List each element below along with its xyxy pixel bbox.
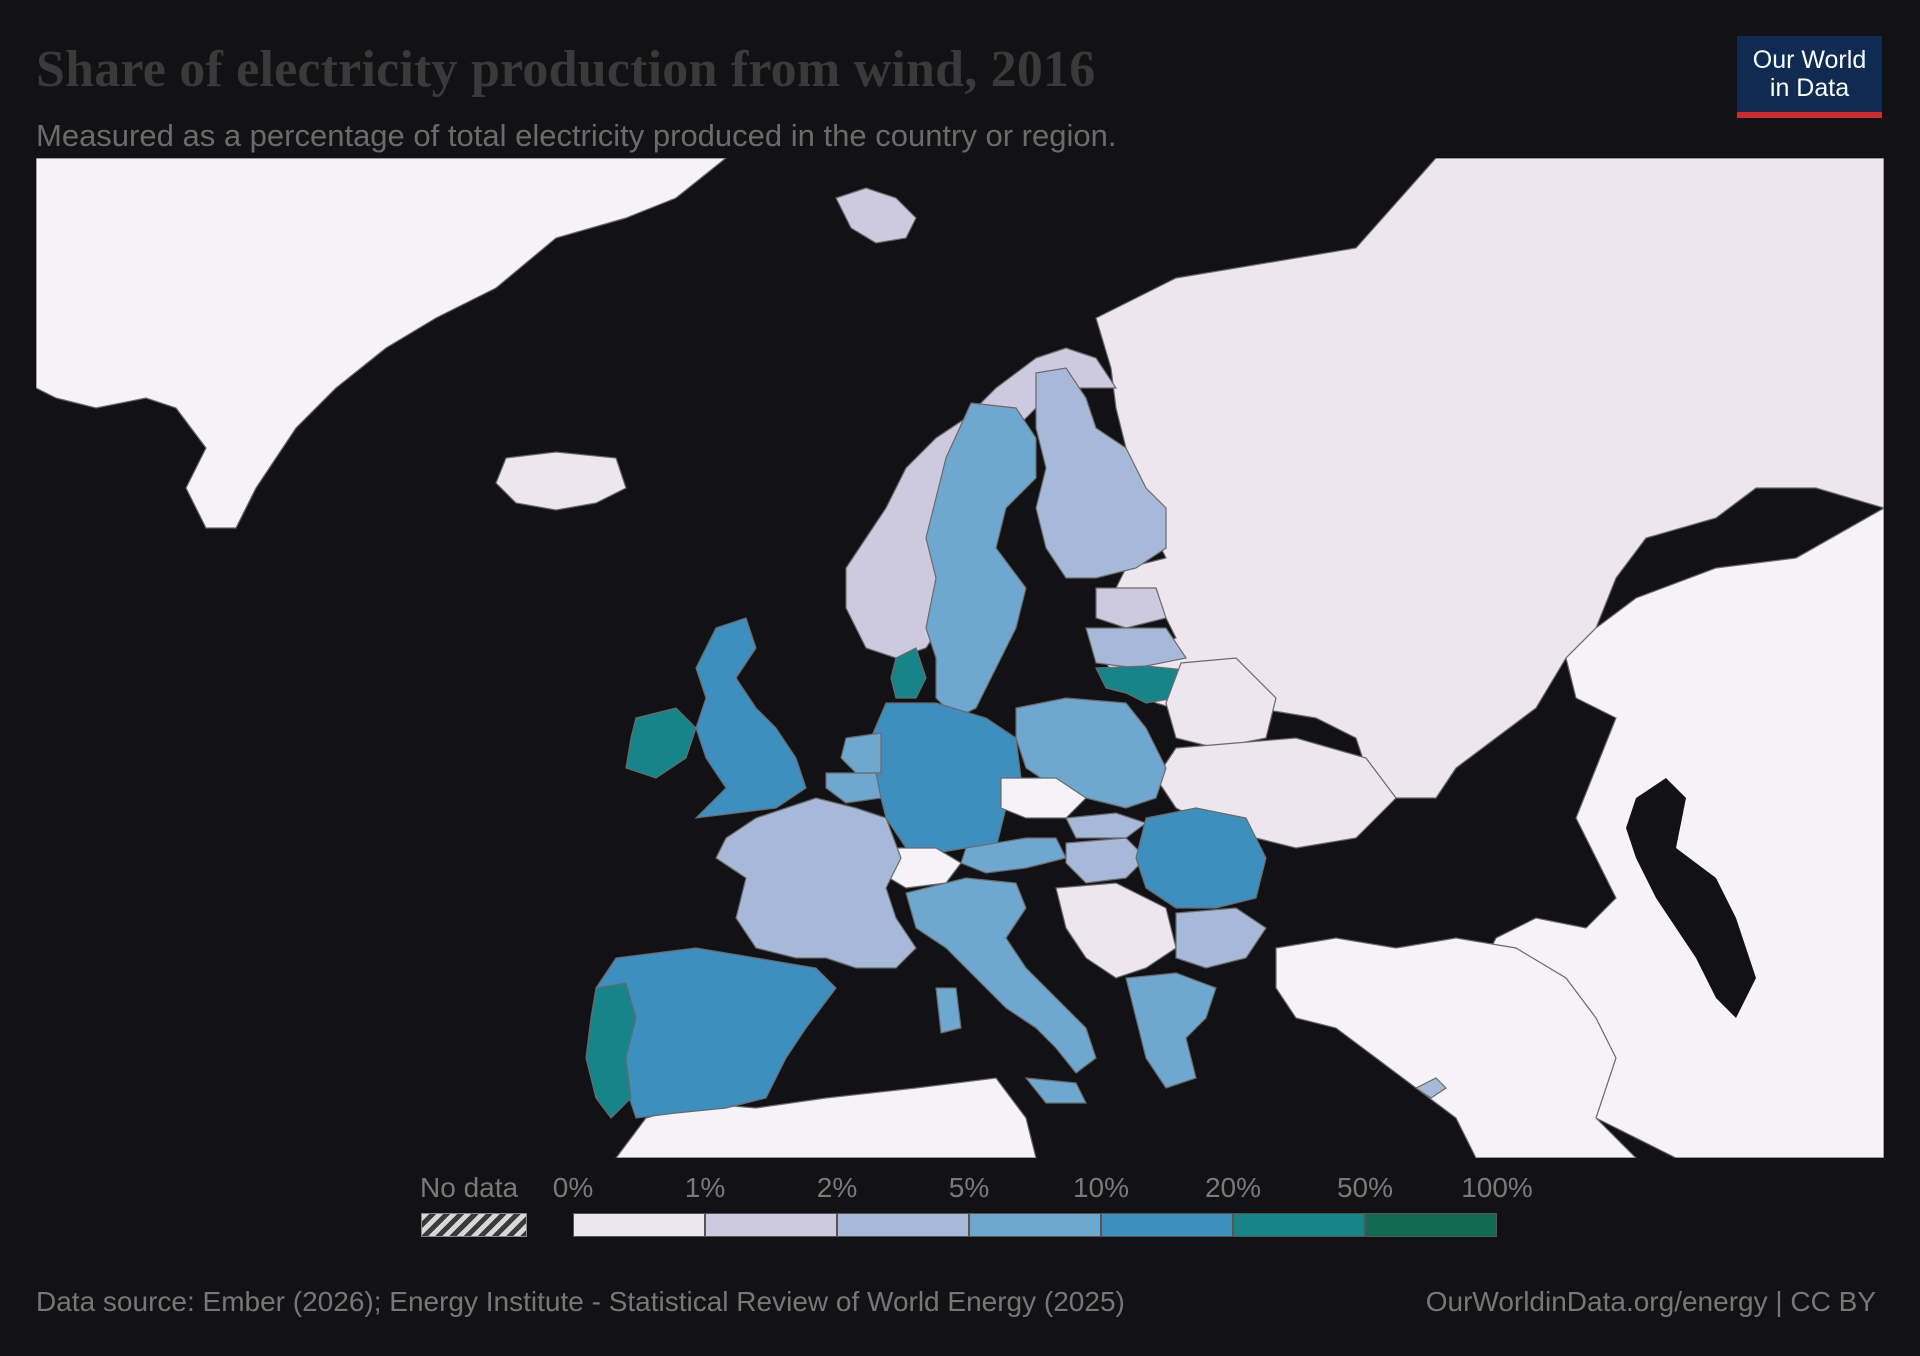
region-bulgaria[interactable]	[1175, 907, 1267, 969]
region-latvia[interactable]	[1085, 627, 1187, 669]
region-greenland[interactable]	[36, 158, 727, 529]
region-germany[interactable]	[870, 702, 1022, 854]
owid-logo[interactable]: Our World in Data	[1737, 36, 1882, 118]
legend-tick-label: 20%	[1204, 1172, 1262, 1203]
region-cyprus[interactable]	[1414, 1077, 1447, 1099]
legend-tick-label-end: 100%	[1461, 1172, 1533, 1203]
legend-swatch[interactable]	[837, 1213, 969, 1237]
region-netherlands[interactable]	[840, 732, 882, 774]
region-greece[interactable]	[1125, 972, 1217, 1089]
region-sardinia[interactable]	[935, 987, 962, 1034]
legend-tick-label: 0%	[552, 1172, 594, 1203]
legend-swatch[interactable]	[969, 1213, 1101, 1237]
region-italy[interactable]	[905, 877, 1097, 1074]
legend-swatch[interactable]	[1365, 1213, 1497, 1237]
region-lithuania[interactable]	[1095, 665, 1187, 704]
region-uk[interactable]	[694, 617, 807, 819]
region-france[interactable]	[715, 797, 917, 969]
region-sicily[interactable]	[1024, 1077, 1087, 1104]
legend-swatch[interactable]	[573, 1213, 705, 1237]
chart-subtitle: Measured as a percentage of total electr…	[36, 118, 1117, 153]
region-slovakia[interactable]	[1065, 812, 1148, 839]
credit-link[interactable]: OurWorldinData.org/energy | CC BY	[1425, 1286, 1876, 1317]
legend-swatch[interactable]	[705, 1213, 837, 1237]
data-source[interactable]: Data source: Ember (2026); Energy Instit…	[36, 1286, 1125, 1317]
region-turkey-mideast[interactable]	[1275, 937, 1637, 1158]
region-belgium[interactable]	[825, 772, 882, 804]
region-romania[interactable]	[1135, 807, 1267, 909]
map-svg	[36, 158, 1884, 1158]
region-balkans[interactable]	[1055, 882, 1177, 979]
region-sweden[interactable]	[925, 402, 1037, 719]
region-svalbard[interactable]	[835, 187, 917, 244]
map-legend: No data 0% 1% 2% 5% 10% 20% 50% 100%	[0, 1160, 1920, 1240]
region-portugal[interactable]	[585, 982, 637, 1119]
region-norway[interactable]	[845, 347, 1118, 659]
legend-swatch[interactable]	[1101, 1213, 1233, 1237]
region-finland[interactable]	[1035, 367, 1167, 579]
logo-line-2: in Data	[1769, 74, 1850, 102]
water-caspian	[1626, 778, 1756, 1018]
logo-line-1: Our World	[1752, 46, 1867, 74]
legend-no-data-swatch	[421, 1213, 527, 1237]
chart-title: Share of electricity production from win…	[36, 41, 1096, 98]
choropleth-map[interactable]	[36, 158, 1884, 1158]
legend-tick-label: 5%	[948, 1172, 990, 1203]
legend-tick-label: 50%	[1336, 1172, 1394, 1203]
legend-tick-label: 2%	[816, 1172, 858, 1203]
region-austria[interactable]	[960, 837, 1067, 874]
legend-no-data-label: No data	[420, 1172, 519, 1203]
region-estonia[interactable]	[1095, 587, 1167, 629]
legend-tick-label: 10%	[1072, 1172, 1130, 1203]
region-iceland[interactable]	[495, 451, 627, 511]
region-ireland[interactable]	[625, 707, 697, 779]
logo-accent-bar	[1737, 112, 1882, 118]
legend-swatch[interactable]	[1233, 1213, 1365, 1237]
legend-tick-label: 1%	[684, 1172, 726, 1203]
region-hungary[interactable]	[1065, 837, 1147, 884]
region-denmark[interactable]	[890, 647, 927, 699]
